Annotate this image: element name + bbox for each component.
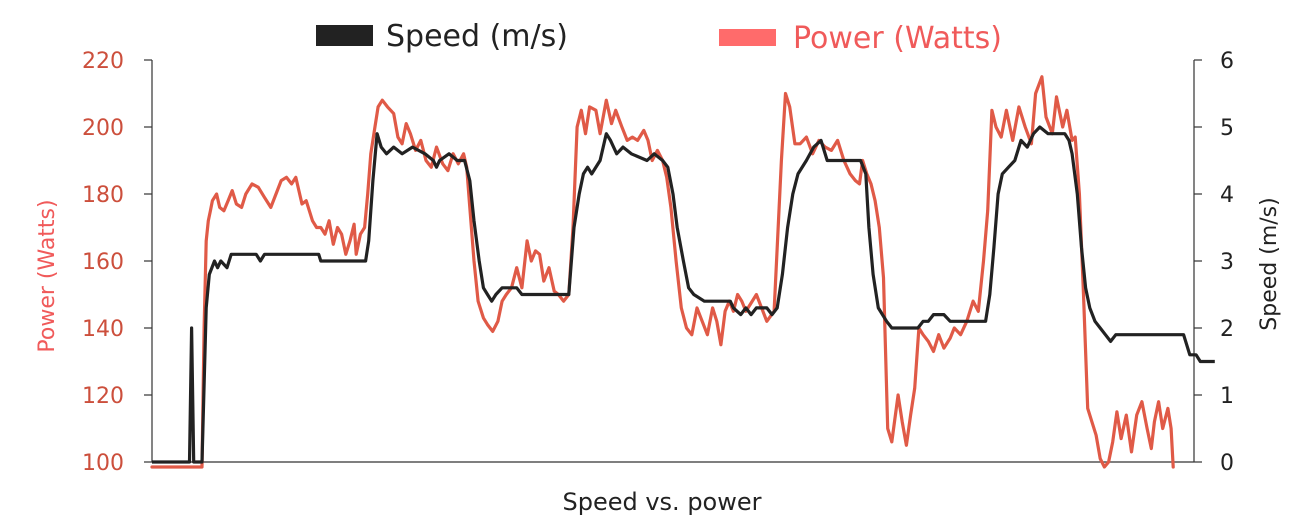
right-tick-label: 3 — [1220, 250, 1234, 275]
left-tick-label: 100 — [82, 451, 124, 476]
left-tick-label: 180 — [82, 183, 124, 208]
series-line-speed — [152, 125, 1215, 464]
right-tick-label: 0 — [1220, 451, 1234, 476]
left-tick-label: 200 — [82, 116, 124, 141]
right-tick-label: 4 — [1220, 183, 1234, 208]
legend-swatch-speed — [316, 25, 373, 46]
left-tick-label: 140 — [82, 317, 124, 342]
legend-label-power: Power (Watts) — [793, 21, 1002, 56]
x-axis-label: Speed vs. power — [562, 488, 761, 516]
legend: Speed (m/s) Power (Watts) — [316, 19, 1002, 56]
right-tick-label: 6 — [1220, 49, 1234, 74]
right-tick-label: 1 — [1220, 384, 1234, 409]
legend-swatch-power — [719, 29, 776, 46]
right-tick-label: 5 — [1220, 116, 1234, 141]
left-tick-label: 160 — [82, 250, 124, 275]
legend-label-speed: Speed (m/s) — [386, 19, 568, 54]
right-tick-label: 2 — [1220, 317, 1234, 342]
axes: 100 120 140 160 180 200 220 Power (Watts) 0 1 2 3 4 5… — [35, 49, 1282, 476]
left-tick-label: 120 — [82, 384, 124, 409]
series-line-power — [150, 75, 1175, 469]
plot-lines — [150, 75, 1215, 469]
right-axis-title: Speed (m/s) — [1257, 197, 1282, 330]
left-axis-title: Power (Watts) — [35, 199, 60, 352]
left-tick-label: 220 — [82, 49, 124, 74]
